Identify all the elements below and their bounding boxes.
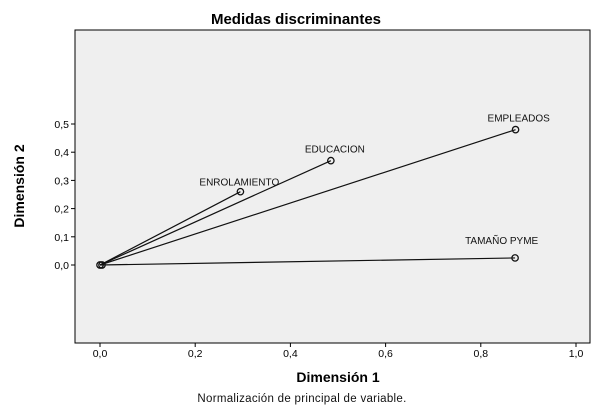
origin-point [98, 261, 106, 269]
vector-educacion [99, 160, 332, 266]
x-tick-label: 1,0 [569, 348, 584, 360]
point-educacion [327, 156, 335, 165]
point-label-enrolamiento: ENROLAMIENTO [199, 178, 279, 189]
point-label-educacion: EDUCACION [305, 145, 365, 156]
y-tick-label: 0,5 [54, 119, 69, 131]
vector-lines [99, 129, 516, 266]
point-label-empleados: EMPLEADOS [488, 114, 551, 125]
x-tick-label: 0,2 [188, 348, 203, 360]
y-axis-title: Dimensión 2 [11, 144, 27, 227]
x-axis: 0,0 0,2 0,4 0,6 0,8 1,0 [93, 343, 584, 360]
chart-title: Medidas discriminantes [211, 11, 381, 28]
x-tick-label: 0,6 [378, 348, 393, 360]
y-tick-label: 0,3 [54, 175, 69, 187]
y-tick-label: 0,4 [54, 147, 69, 159]
y-tick-label: 0,2 [54, 204, 69, 216]
y-tick-label: 0,0 [54, 260, 69, 272]
point-tamano-pyme [511, 254, 519, 262]
point-empleados [511, 125, 520, 134]
point-enrolamiento [236, 187, 245, 196]
vector-tamano-pyme [99, 257, 516, 266]
x-tick-label: 0,8 [473, 348, 488, 360]
vector-empleados [99, 129, 516, 266]
footnote: Normalización de principal de variable. [197, 393, 406, 405]
point-label-tamano-pyme: TAMAÑO PYME [465, 234, 538, 247]
x-axis-title: Dimensión 1 [296, 369, 379, 385]
y-axis: 0,0 0,1 0,2 0,3 0,4 0,5 [54, 119, 75, 272]
data-points: ENROLAMIENTO EDUCACION EMPLEADOS TAMAÑO PYM… [96, 114, 551, 269]
y-tick-label: 0,1 [54, 232, 69, 244]
plot-area [74, 29, 591, 344]
x-tick-label: 0,0 [93, 348, 108, 360]
vector-enrolamiento [99, 191, 241, 266]
x-tick-label: 0,4 [283, 348, 298, 360]
